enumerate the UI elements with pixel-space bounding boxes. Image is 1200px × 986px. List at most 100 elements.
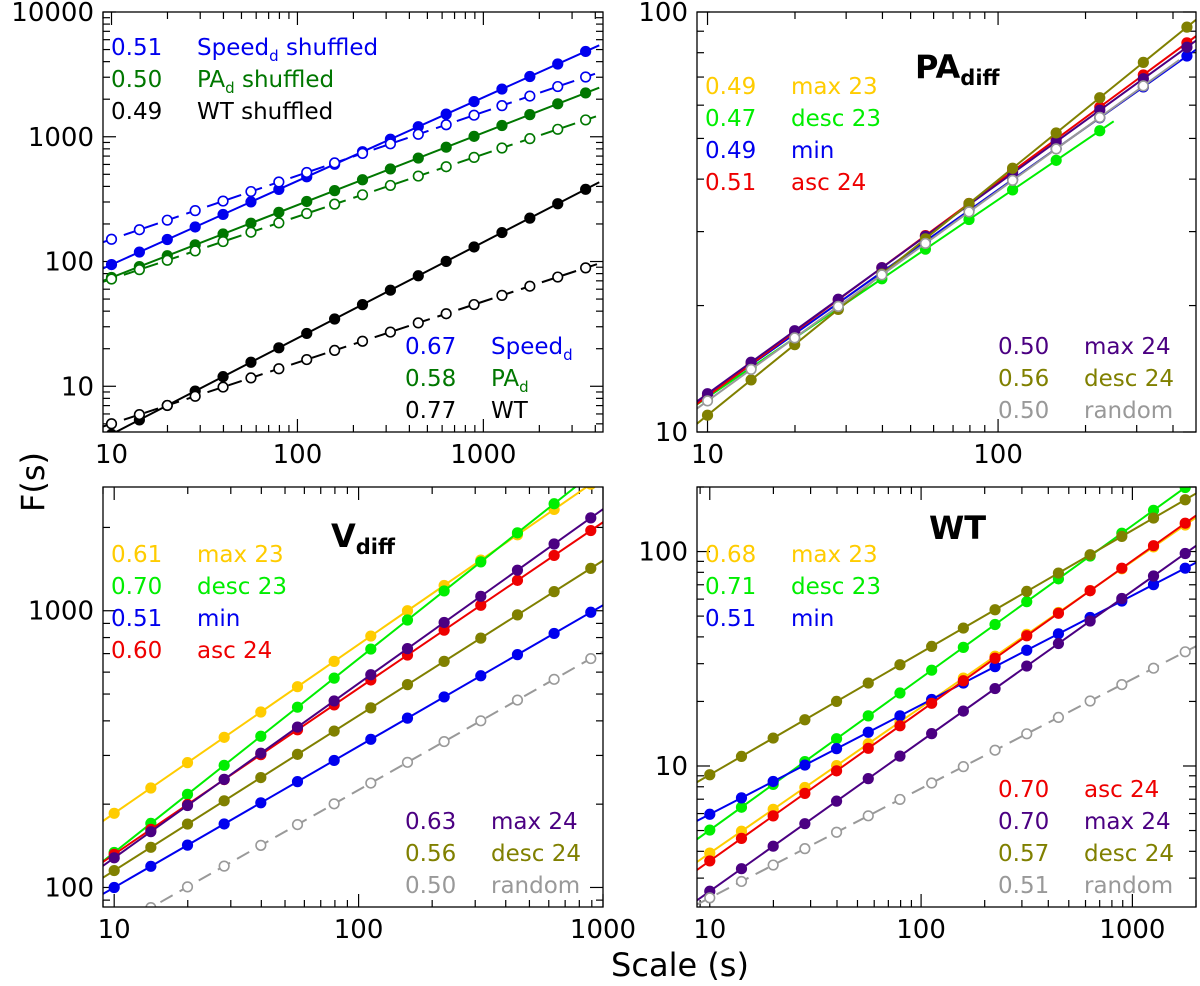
data-point xyxy=(524,212,536,224)
series-speed-d-shuffled xyxy=(103,71,600,245)
data-point xyxy=(291,776,304,788)
data-point xyxy=(1084,549,1096,561)
data-point xyxy=(745,363,757,376)
legend-label: asc 24 xyxy=(1084,777,1159,803)
data-point xyxy=(1147,540,1160,552)
data-point xyxy=(548,538,560,550)
data-point xyxy=(273,342,285,354)
legend-label-text: asc 24 xyxy=(197,638,272,664)
data-point xyxy=(552,58,564,70)
data-point xyxy=(735,801,748,813)
data-point xyxy=(524,133,536,145)
data-point xyxy=(189,245,201,257)
data-point xyxy=(105,233,118,245)
data-point xyxy=(440,119,452,131)
data-point xyxy=(291,748,304,760)
data-point xyxy=(1084,615,1096,627)
data-point xyxy=(799,843,811,855)
legend-value: 0.47 xyxy=(705,106,756,132)
legend-label: desc 23 xyxy=(791,574,881,600)
data-point xyxy=(1006,174,1019,187)
legend-label-text: max 23 xyxy=(791,542,878,568)
legend-value: 0.49 xyxy=(705,138,756,164)
x-axis-label: Scale (s) xyxy=(611,946,749,984)
data-point xyxy=(1021,660,1033,672)
legend-label-text: desc 24 xyxy=(1084,366,1174,392)
data-point xyxy=(496,100,508,112)
data-point xyxy=(1179,494,1191,506)
axis-frame xyxy=(696,486,1197,908)
axis-frame xyxy=(102,486,604,908)
data-point xyxy=(876,269,888,281)
series-desc-24 xyxy=(103,559,603,879)
data-point xyxy=(989,744,1001,756)
legend-value: 0.51 xyxy=(705,170,756,196)
data-point xyxy=(438,616,450,629)
legend-label-text: WT shuffled xyxy=(197,99,333,125)
legend-value: 0.63 xyxy=(405,809,456,835)
legend-label: random xyxy=(1084,398,1173,424)
legend-label: random xyxy=(1084,873,1173,899)
data-point xyxy=(767,810,779,822)
data-point xyxy=(301,327,313,340)
data-point xyxy=(133,264,145,276)
data-point xyxy=(585,652,597,665)
series-min xyxy=(103,604,603,895)
legend-label-text: desc 24 xyxy=(1084,841,1174,867)
data-point xyxy=(161,399,173,412)
data-point xyxy=(580,114,592,126)
legend-bottom-right: 0.70 asc 24 0.70 max 24 0.57 desc 24 0.51 rando… xyxy=(998,777,1174,899)
legend-top-left: 0.61 max 23 0.70 desc 23 0.51 min 0.60 asc 24 xyxy=(111,542,287,664)
series-desc-23 xyxy=(697,120,1115,406)
panel-p4: 10 100 1000 10 100 WT 0.68 max 23 0.71 desc 23 0.5… xyxy=(638,486,1197,945)
y-tick-label: 1000 xyxy=(28,597,94,627)
data-point xyxy=(989,618,1001,631)
data-point xyxy=(1179,547,1191,560)
legend-label-sub: d xyxy=(563,346,573,364)
y-tick-label: 10 xyxy=(655,418,688,448)
data-point xyxy=(1021,644,1033,656)
panel-title-main: WT xyxy=(929,509,986,547)
x-tick-label: 100 xyxy=(896,915,946,945)
data-point xyxy=(767,840,779,852)
data-point xyxy=(356,147,369,159)
data-point xyxy=(704,824,716,836)
legend-value: 0.70 xyxy=(998,809,1049,835)
panel-title: Vdiff xyxy=(331,517,396,559)
fit-line xyxy=(113,181,600,432)
data-point xyxy=(365,733,377,745)
data-point xyxy=(438,735,450,748)
legend-value: 0.50 xyxy=(998,334,1049,360)
data-point xyxy=(1084,695,1096,707)
panel-title-sub: diff xyxy=(356,535,396,559)
data-point xyxy=(329,198,341,210)
legend-label-text: asc 24 xyxy=(791,170,866,196)
legend-label-text: random xyxy=(1084,873,1173,899)
data-point xyxy=(401,756,414,768)
legend-value: 0.68 xyxy=(705,542,756,568)
data-point xyxy=(329,185,341,197)
fit-line xyxy=(103,44,600,270)
data-point xyxy=(218,731,230,743)
data-point xyxy=(145,902,157,907)
data-point xyxy=(440,108,452,120)
data-point xyxy=(1181,41,1193,53)
data-point xyxy=(511,694,524,706)
data-point xyxy=(1052,628,1065,640)
fit-line xyxy=(697,487,1188,841)
y-tick-label: 1000 xyxy=(28,123,94,153)
legend-bottom-right: 0.50 max 24 0.56 desc 24 0.50 random xyxy=(998,334,1174,424)
data-point xyxy=(384,326,396,338)
series-wt-shuffled xyxy=(103,262,600,430)
legend-value: 0.60 xyxy=(111,638,162,664)
data-point xyxy=(701,409,714,421)
data-point xyxy=(767,775,779,788)
data-point xyxy=(401,679,414,691)
plot-area xyxy=(103,44,600,432)
data-point xyxy=(552,198,564,210)
data-point xyxy=(799,759,811,771)
legend-label-suffix: shuffled xyxy=(235,67,334,93)
data-point xyxy=(1094,125,1106,137)
data-point xyxy=(273,363,285,375)
